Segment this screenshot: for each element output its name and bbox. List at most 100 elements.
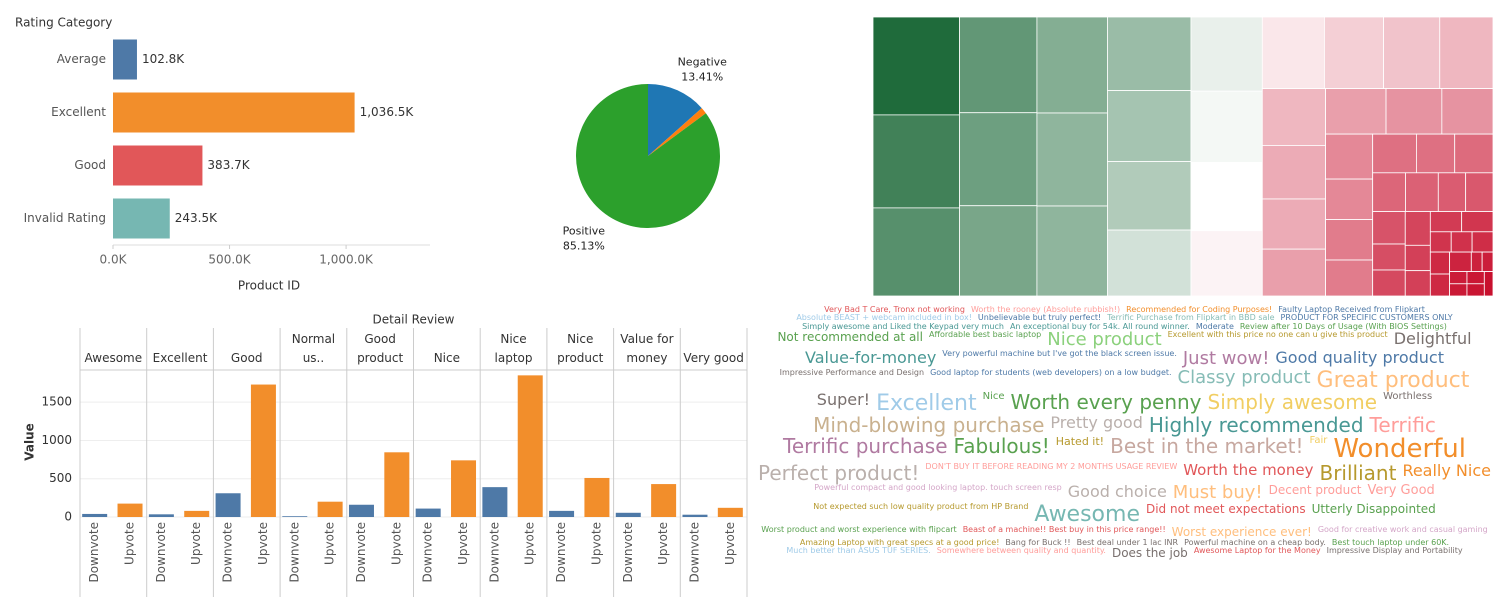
word: Terrific purchase: [783, 434, 948, 459]
bar: [517, 375, 543, 517]
word: Good quality product: [1275, 348, 1444, 368]
treemap-cell: [1429, 231, 1452, 253]
word: Brilliant: [1319, 461, 1397, 486]
x-tick-label: Upvote: [389, 522, 403, 565]
bar: [415, 508, 441, 517]
word: Worth every penny: [1010, 390, 1202, 415]
word: Impressive Display and Portability: [1326, 546, 1463, 556]
bar: [215, 493, 241, 517]
word: An exceptional buy for 54k. All round wi…: [1009, 321, 1190, 331]
bar: [148, 514, 174, 517]
word: Classy product: [1177, 366, 1311, 388]
treemap-cell: [1261, 198, 1326, 250]
word: Worst experience ever!: [1171, 525, 1312, 540]
treemap-cell: [1465, 172, 1494, 212]
word: Must buy!: [1172, 482, 1263, 504]
word: Bang for Buck !!: [1005, 538, 1071, 548]
treemap-cell: [1461, 211, 1494, 233]
treemap-cell: [1190, 90, 1263, 163]
word: Does the job: [1111, 546, 1188, 561]
word: Moderate: [1195, 321, 1234, 331]
treemap-cell: [1325, 133, 1374, 180]
y-tick-label: 0: [64, 510, 72, 524]
word: Perfect product!: [758, 461, 920, 486]
treemap-cell: [1429, 251, 1451, 275]
bar: [184, 510, 210, 517]
y-axis-title: Value: [23, 423, 37, 461]
x-tick-label: Upvote: [123, 522, 137, 565]
facet-label: Good: [230, 351, 263, 365]
word: Fabulous!: [953, 434, 1050, 459]
category-label: Average: [57, 52, 106, 66]
treemap-cell: [1036, 205, 1108, 297]
treemap-cell: [1107, 161, 1192, 231]
word: Really Nice: [1402, 461, 1491, 481]
pie-slice: [575, 84, 720, 228]
treemap-cell: [872, 114, 960, 209]
treemap-cell: [1372, 172, 1406, 212]
word: Best touch laptop under 60K.: [1331, 538, 1450, 548]
word: Powerful compact and good looking laptop…: [814, 483, 1062, 493]
bar: [113, 39, 137, 80]
category-label: Excellent: [51, 105, 106, 119]
facet-label: Nice: [433, 351, 460, 365]
bar: [651, 484, 677, 517]
x-tick-label: Upvote: [723, 522, 737, 565]
word: Review after 10 Days of Usage (With BIOS…: [1239, 321, 1447, 331]
word: Powerful machine on a cheap body.: [1184, 538, 1326, 548]
treemap-cell: [1372, 133, 1417, 174]
value-label: 102.8K: [142, 52, 185, 66]
treemap-cell: [1261, 88, 1326, 146]
bar: [717, 507, 743, 517]
word: Worthless: [1383, 391, 1433, 403]
word: Unbelievable but truly perfect!: [977, 313, 1102, 323]
treemap-cell: [1325, 88, 1387, 135]
treemap-cell: [1449, 251, 1472, 273]
word: Best in the market!: [1110, 434, 1304, 459]
word: Highly recommended: [1148, 413, 1364, 438]
bar: [615, 512, 641, 517]
word: Great product: [1316, 367, 1470, 393]
treemap-cell: [1471, 231, 1494, 253]
x-tick-label: Upvote: [456, 522, 470, 565]
word: Recommended for Coding Purposes!: [1126, 306, 1273, 314]
word: Worth the money: [1183, 461, 1314, 480]
bar: [113, 198, 170, 239]
word: Mind-blowing purchase: [813, 413, 1045, 438]
word: Somewhere between quality and quantity.: [936, 546, 1106, 556]
facet-label: Nice laptop: [494, 332, 533, 365]
treemap-cell: [1372, 269, 1406, 297]
facet-label: Very good: [683, 351, 744, 365]
facet-label: Awesome: [84, 351, 143, 365]
treemap-cell: [1470, 251, 1483, 273]
slice-name: Negative: [678, 56, 728, 69]
treemap-cell: [1325, 178, 1374, 220]
x-tick-label: Downvote: [421, 522, 435, 583]
treemap-cell: [1107, 229, 1192, 297]
treemap-cell: [1383, 16, 1441, 89]
treemap-cell: [1190, 16, 1263, 92]
word: Much better than ASUS TUF SERIES.: [786, 546, 931, 556]
treemap-cell: [1372, 211, 1406, 245]
treemap-cell: [1190, 230, 1263, 297]
word: Simply awesome and Liked the Keypad very…: [802, 321, 1004, 331]
word: Just wow!: [1182, 348, 1270, 370]
y-tick-label: 1000: [41, 433, 72, 447]
word: Very Bad T Care, Tronx not working: [824, 306, 965, 314]
bar: [282, 516, 308, 517]
x-tick-label: Upvote: [256, 522, 270, 565]
treemap-cell: [1261, 145, 1326, 200]
bar: [584, 477, 610, 517]
x-tick-label: 500.0K: [208, 253, 251, 267]
treemap-cell: [1466, 271, 1485, 285]
word: Not expected such low quality product fr…: [813, 502, 1029, 512]
treemap-cell: [1036, 16, 1108, 114]
bar: [482, 487, 508, 517]
treemap-cell: [1439, 16, 1494, 89]
word: Nice product: [1047, 329, 1162, 351]
pie-slice: [648, 108, 706, 156]
treemap-cell: [1107, 90, 1192, 162]
word: Utterly Disappointed: [1311, 502, 1436, 517]
treemap-cell: [1404, 244, 1431, 272]
